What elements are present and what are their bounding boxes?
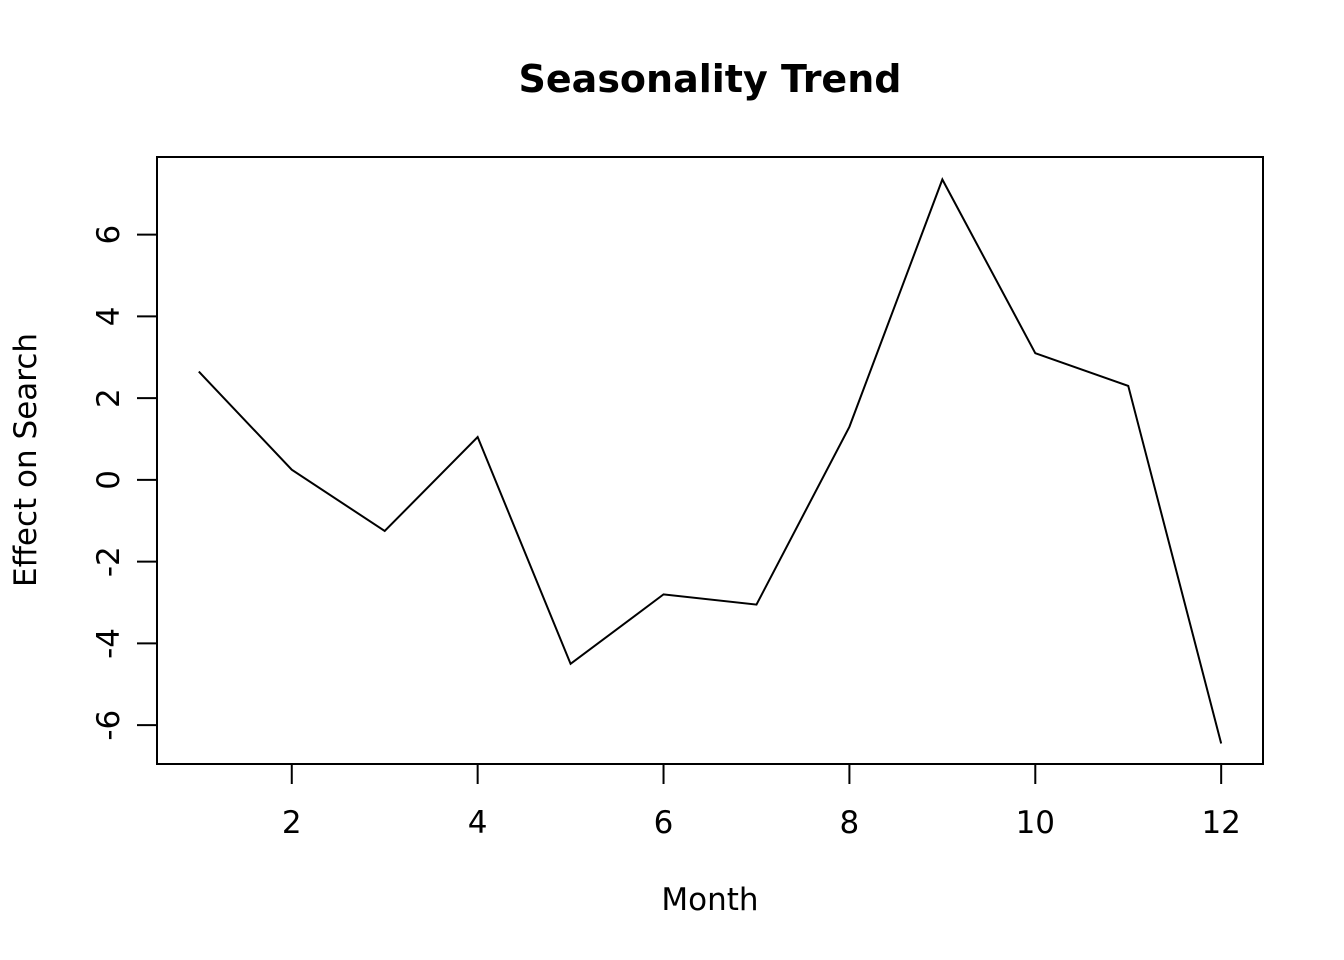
x-tick-label: 12 xyxy=(1201,805,1240,841)
series-points xyxy=(198,178,1222,744)
y-tick-label: -6 xyxy=(91,710,127,741)
y-axis: -6 -4 -2 0 2 4 6 xyxy=(91,225,157,741)
x-axis-label: Month xyxy=(661,882,758,918)
series-line xyxy=(198,177,1223,744)
x-axis: 2 4 6 8 10 12 xyxy=(282,764,1241,841)
x-tick-label: 8 xyxy=(840,805,860,841)
plot-frame xyxy=(156,156,1264,765)
y-tick-label: -2 xyxy=(91,546,127,577)
x-tick-label: 6 xyxy=(654,805,674,841)
y-axis-label: Effect on Search xyxy=(8,333,44,587)
x-tick-label: 10 xyxy=(1016,805,1055,841)
chart-title: Seasonality Trend xyxy=(519,57,902,101)
y-tick-label: 0 xyxy=(91,470,127,490)
x-tick-label: 2 xyxy=(282,805,302,841)
y-tick-label: 2 xyxy=(91,388,127,408)
x-tick-label: 4 xyxy=(468,805,488,841)
y-tick-label: 4 xyxy=(91,307,127,327)
y-tick-label: 6 xyxy=(91,225,127,245)
y-tick-label: -4 xyxy=(91,628,127,659)
